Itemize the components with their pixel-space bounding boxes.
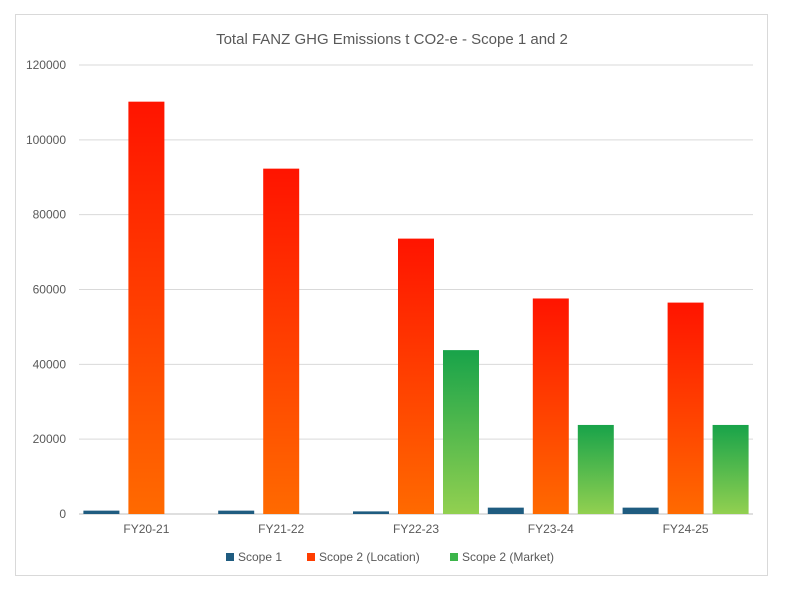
y-tick-label: 40000 xyxy=(33,357,67,371)
bar-scope-2-location-fy21-22 xyxy=(263,168,300,514)
bar-scope-2-location-fy20-21 xyxy=(128,101,165,514)
legend-label: Scope 2 (Location) xyxy=(319,550,420,564)
y-tick-label: 60000 xyxy=(33,283,67,297)
bar-scope-2-location-fy22-23 xyxy=(398,238,434,514)
y-tick-label: 0 xyxy=(59,507,66,521)
y-tick-label: 80000 xyxy=(33,208,67,222)
bar-scope-2-location-fy24-25 xyxy=(667,302,704,514)
x-tick-label: FY21-22 xyxy=(258,522,304,536)
bar-scope-1-fy23-24 xyxy=(487,507,524,514)
y-tick-label: 120000 xyxy=(26,58,66,72)
x-tick-label: FY23-24 xyxy=(528,522,574,536)
bar-scope-1-fy20-21 xyxy=(83,510,120,514)
x-tick-label: FY20-21 xyxy=(123,522,169,536)
y-tick-label: 20000 xyxy=(33,432,67,446)
chart-title: Total FANZ GHG Emissions t CO2-e - Scope… xyxy=(216,31,568,48)
legend-label: Scope 2 (Market) xyxy=(462,550,554,564)
bar-scope-2-market-fy24-25 xyxy=(712,424,749,514)
bar-scope-2-market-fy23-24 xyxy=(577,424,614,514)
legend-swatch xyxy=(226,553,234,561)
legend-swatch xyxy=(307,553,315,561)
x-axis-tick-labels: FY20-21 FY21-22 FY22-23 FY23-24 FY24-25 xyxy=(123,522,709,536)
y-axis-tick-labels: 0 20000 40000 60000 80000 100000 120000 xyxy=(26,58,66,521)
legend-swatch xyxy=(450,553,458,561)
bars xyxy=(83,101,749,514)
legend-label: Scope 1 xyxy=(238,550,282,564)
bar-scope-1-fy24-25 xyxy=(622,507,659,514)
x-tick-label: FY24-25 xyxy=(663,522,709,536)
y-tick-label: 100000 xyxy=(26,133,66,147)
legend: Scope 1 Scope 2 (Location) Scope 2 (Market… xyxy=(226,550,554,564)
bar-scope-2-location-fy23-24 xyxy=(532,298,569,514)
bar-scope-2-market-fy22-23 xyxy=(443,350,479,514)
x-tick-label: FY22-23 xyxy=(393,522,439,536)
bar-scope-1-fy22-23 xyxy=(353,511,389,514)
bar-scope-1-fy21-22 xyxy=(218,510,255,514)
